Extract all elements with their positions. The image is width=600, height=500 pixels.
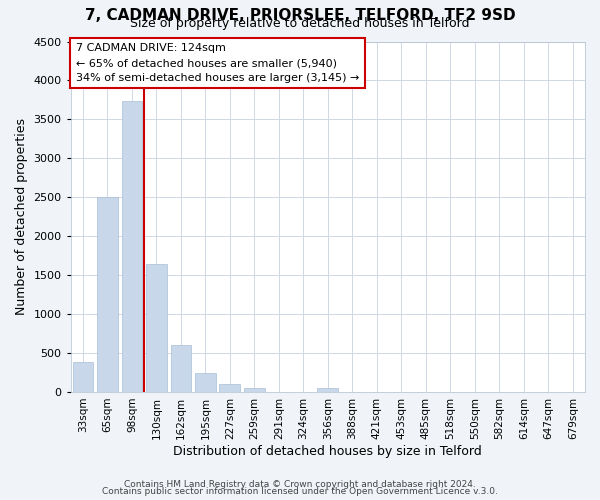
X-axis label: Distribution of detached houses by size in Telford: Distribution of detached houses by size …: [173, 444, 482, 458]
Bar: [317, 388, 338, 392]
Text: Size of property relative to detached houses in Telford: Size of property relative to detached ho…: [130, 18, 470, 30]
Bar: [73, 362, 94, 392]
Text: Contains public sector information licensed under the Open Government Licence v.: Contains public sector information licen…: [102, 488, 498, 496]
Bar: [195, 374, 216, 392]
Text: 7 CADMAN DRIVE: 124sqm
← 65% of detached houses are smaller (5,940)
34% of semi-: 7 CADMAN DRIVE: 124sqm ← 65% of detached…: [76, 44, 359, 83]
Bar: [170, 345, 191, 392]
Bar: [244, 388, 265, 392]
Text: 7, CADMAN DRIVE, PRIORSLEE, TELFORD, TF2 9SD: 7, CADMAN DRIVE, PRIORSLEE, TELFORD, TF2…: [85, 8, 515, 22]
Bar: [146, 264, 167, 392]
Bar: [220, 384, 241, 392]
Bar: [97, 198, 118, 392]
Bar: [122, 102, 142, 392]
Text: Contains HM Land Registry data © Crown copyright and database right 2024.: Contains HM Land Registry data © Crown c…: [124, 480, 476, 489]
Y-axis label: Number of detached properties: Number of detached properties: [15, 118, 28, 315]
